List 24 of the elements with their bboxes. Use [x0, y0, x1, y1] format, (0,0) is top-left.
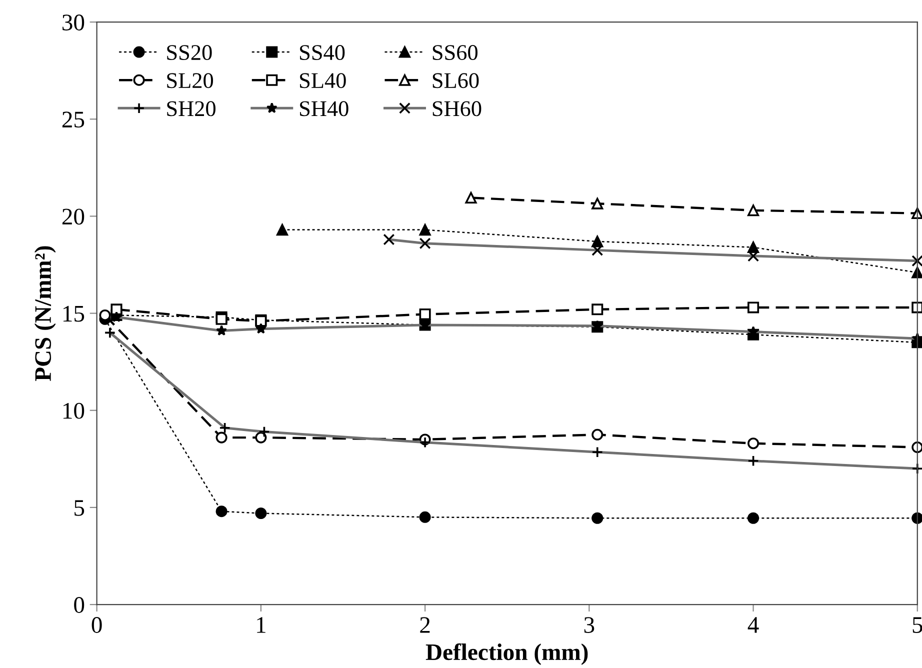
legend-label: SL40 — [300, 73, 346, 88]
y-tick-label: 15 — [63, 306, 84, 322]
x-tick-label: 0 — [92, 617, 102, 633]
legend-label: SS20 — [167, 45, 212, 60]
y-tick-label: 5 — [74, 500, 84, 516]
legend-label: SS40 — [300, 45, 345, 60]
y-tick-label: 20 — [62, 208, 84, 225]
y-axis-title: PCS (N/mm²) — [34, 246, 56, 382]
x-tick-label: 1 — [257, 617, 266, 633]
y-tick-label: 0 — [74, 597, 84, 613]
x-tick-label: 3 — [584, 617, 594, 633]
legend-label: SH20 — [167, 101, 216, 116]
y-tick-label: 10 — [63, 402, 84, 419]
x-axis-title: Deflection (mm) — [426, 643, 588, 665]
x-tick-label: 5 — [912, 617, 922, 633]
x-tick-label: 4 — [748, 617, 759, 633]
y-tick-label: 30 — [62, 14, 84, 30]
legend-label: SH60 — [432, 101, 482, 116]
legend-label: SL60 — [432, 73, 479, 88]
legend-label: SH40 — [300, 101, 348, 116]
legend-label: SL20 — [167, 73, 214, 88]
legend-label: SS60 — [432, 45, 478, 60]
x-tick-label: 2 — [420, 617, 430, 633]
y-tick-label: 25 — [62, 112, 84, 128]
